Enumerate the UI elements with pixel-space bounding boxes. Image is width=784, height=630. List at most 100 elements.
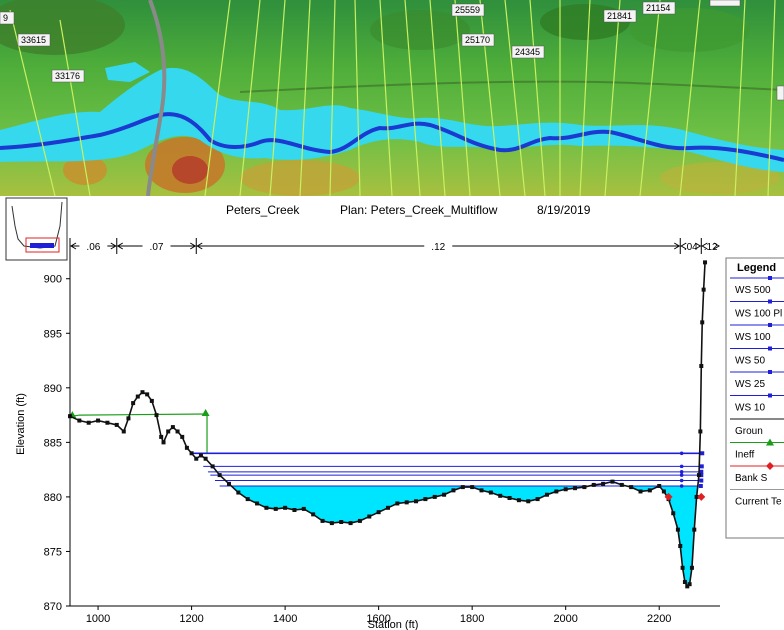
ground-point: [159, 434, 164, 439]
legend-label-1: WS 100 Pl: [735, 309, 782, 320]
ground-point: [226, 481, 231, 486]
ground-point: [203, 456, 208, 461]
y-tick-label: 885: [44, 437, 62, 449]
legend-marker: [768, 276, 772, 280]
x-tick-label: 2000: [553, 613, 577, 625]
ground-point: [694, 494, 699, 499]
chart-title: Peters_Creek Plan: Peters_Creek_Multiflo…: [226, 203, 591, 217]
ws-marker-2: [679, 470, 684, 474]
ground-point: [114, 422, 119, 427]
ground-point: [573, 486, 578, 491]
legend-marker: [768, 323, 772, 327]
cross-section-chart[interactable]: Peters_Creek Plan: Peters_Creek_Multiflo…: [0, 196, 784, 630]
x-axis-label: Station (ft): [368, 619, 419, 630]
y-axis-label: Elevation (ft): [15, 393, 27, 455]
ground-point: [696, 473, 701, 478]
section-label-6: 21841: [603, 9, 637, 23]
legend-marker: [768, 346, 772, 351]
ground-point: [703, 260, 708, 265]
mannings-segment-3: .04: [679, 238, 702, 254]
legend-marker: [766, 438, 774, 446]
legend-label-9: Current Te: [735, 497, 782, 508]
legend-label-2: WS 100: [735, 332, 771, 343]
section-label-edge: [776, 85, 784, 101]
ground-point: [311, 512, 316, 517]
ground-point: [698, 429, 703, 434]
mannings-segment-1: .07: [116, 238, 197, 254]
ws-marker-5: [679, 484, 684, 488]
ground-point: [442, 492, 447, 497]
ground-point: [470, 485, 475, 490]
ground-point: [357, 518, 362, 523]
ws-end-marker-1: [699, 464, 704, 469]
mannings-segment-4: .12: [700, 238, 720, 254]
ground-point: [414, 499, 419, 504]
ground-point: [701, 287, 706, 292]
ground-point: [689, 565, 694, 570]
axes: 870 875 880 885 890 895 900 1000 1200 1400 1600 180…: [44, 246, 720, 625]
ground-point: [320, 518, 325, 523]
legend-label-3: WS 50: [735, 356, 765, 367]
svg-text:33176: 33176: [55, 71, 80, 81]
ground-point: [131, 401, 136, 406]
y-tick-label: 870: [44, 601, 62, 613]
mannings-arrowhead: [680, 242, 687, 250]
bank-station-0: [664, 492, 673, 501]
section-label-4: 25170: [461, 33, 495, 47]
legend[interactable]: Legend WS 500 WS 100 Pl WS 100 WS 50 WS 25 WS…: [725, 257, 784, 539]
ground-point: [184, 445, 189, 450]
section-label-7: 21154: [642, 1, 676, 15]
svg-text:25559: 25559: [455, 5, 480, 15]
ground-point: [367, 514, 372, 519]
mannings-label: .12: [431, 242, 445, 253]
ground-point: [657, 484, 662, 488]
ws-marker-3: [679, 473, 684, 477]
ground-point: [601, 481, 606, 486]
svg-text:Peters_Creek: Peters_Creek: [226, 203, 300, 217]
ground-point: [140, 390, 145, 395]
ground-point: [126, 416, 131, 421]
svg-text:25170: 25170: [465, 35, 490, 45]
ground-point: [682, 580, 687, 584]
ground-point: [395, 501, 400, 506]
svg-text:Plan: Peters_Creek_Multiflow: Plan: Peters_Creek_Multiflow: [340, 203, 498, 217]
ground-point: [210, 464, 215, 469]
ground-point: [498, 493, 503, 498]
ground-point: [685, 584, 690, 589]
svg-text:21841: 21841: [607, 11, 632, 21]
inundation-map[interactable]: 9 33615 33176 25559 25170 24345 21841 21…: [0, 0, 784, 196]
ground-point: [77, 418, 82, 423]
svg-text:21154: 21154: [646, 3, 670, 13]
map-road: [146, 0, 167, 196]
x-tick-label: 1800: [460, 613, 484, 625]
y-tick-label: 880: [44, 492, 62, 504]
y-tick-label: 875: [44, 546, 62, 558]
mannings-arrowhead: [196, 242, 203, 250]
ground-point: [149, 398, 154, 403]
mannings-n-bar: .06 .07 .12 .04 .12: [69, 238, 720, 254]
ground-point: [154, 413, 159, 418]
ground-point: [526, 499, 531, 504]
thumbnail-locator[interactable]: [5, 197, 68, 261]
y-tick-label: 895: [44, 328, 62, 340]
ground-point: [96, 418, 101, 423]
ws-marker-1: [679, 464, 684, 469]
section-label-1: 33615: [17, 33, 51, 47]
ground-point: [170, 425, 175, 430]
ground-point: [194, 456, 199, 461]
map-cross-section-lines: [9, 0, 776, 196]
mannings-label: .07: [150, 242, 164, 253]
ground-point: [404, 500, 409, 505]
mannings-arrowhead: [190, 242, 197, 250]
section-label-0: 9: [0, 11, 15, 25]
svg-text:9: 9: [3, 13, 8, 23]
ground-point: [535, 497, 540, 502]
ground-point: [563, 487, 568, 492]
ground-point: [488, 490, 493, 495]
ground-point: [283, 505, 288, 510]
ground-point: [175, 429, 180, 434]
svg-text:33615: 33615: [21, 35, 46, 45]
ground-point: [329, 521, 334, 526]
x-tick-label: 1200: [179, 613, 203, 625]
map-section-labels: 9 33615 33176 25559 25170 24345 21841 21…: [0, 0, 784, 101]
